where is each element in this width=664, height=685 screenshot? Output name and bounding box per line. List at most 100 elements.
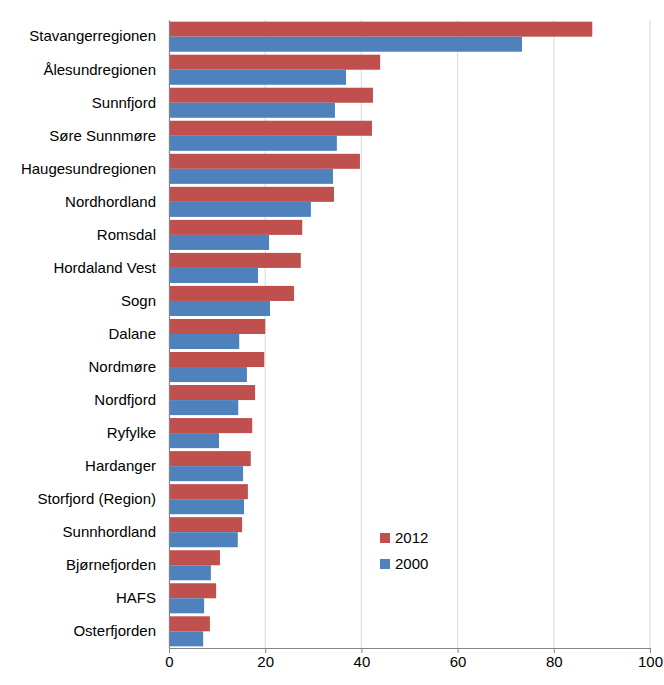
x-tick-label: 40 <box>354 653 371 670</box>
bar <box>169 616 210 631</box>
bar <box>169 88 373 103</box>
bars <box>169 22 592 647</box>
bar <box>169 598 204 613</box>
bar <box>169 136 337 151</box>
y-tick: HAFS <box>116 589 169 606</box>
y-tick-label: Ålesundregionen <box>43 61 156 78</box>
x-tick-label: 60 <box>450 653 467 670</box>
x-tick: 0 <box>165 648 173 670</box>
bar <box>169 583 216 598</box>
bar <box>169 400 238 415</box>
y-tick-label: Storfjord (Region) <box>38 490 156 507</box>
bar <box>169 466 243 481</box>
y-tick-label: Sogn <box>121 292 156 309</box>
y-tick: Sunnfjord <box>92 94 169 111</box>
bar <box>169 22 592 37</box>
grid-line <box>169 20 170 648</box>
bar <box>169 334 239 349</box>
plot: 0 20 40 60 80 100 Stavangerregionen Ålesundregi… <box>21 20 663 670</box>
bar <box>169 631 203 646</box>
grid-line <box>457 20 458 648</box>
y-tick: Sunnhordland <box>63 523 169 540</box>
x-tick: 80 <box>546 648 563 670</box>
y-tick: Dalane <box>108 325 169 342</box>
bar <box>169 451 251 466</box>
bar <box>169 202 311 217</box>
y-tick-label: Bjørnefjorden <box>66 556 156 573</box>
bar-series <box>169 37 522 647</box>
legend-swatch <box>380 559 390 569</box>
y-tick-label: Søre Sunnmøre <box>49 127 156 144</box>
x-tick-label: 100 <box>638 653 663 670</box>
x-axis-line <box>170 648 651 649</box>
legend-swatch <box>380 533 390 543</box>
bar <box>169 550 220 565</box>
bar <box>169 319 265 334</box>
x-tick: 60 <box>450 648 467 670</box>
y-tick: Nordmøre <box>88 358 169 375</box>
grid-line <box>361 20 362 648</box>
legend-label: 2012 <box>395 529 428 546</box>
y-tick-label: Osterfjorden <box>73 622 156 639</box>
bar <box>169 367 247 382</box>
bar <box>169 418 252 433</box>
y-tick: Nordhordland <box>65 193 169 210</box>
y-tick: Ryfylke <box>107 424 169 441</box>
x-axis: 0 20 40 60 80 100 <box>165 648 663 670</box>
bar <box>169 385 255 400</box>
y-tick-label: Hardanger <box>85 457 156 474</box>
y-tick: Romsdal <box>97 226 169 243</box>
y-axis-line <box>169 21 170 649</box>
bar <box>169 532 238 547</box>
y-tick-label: Sunnhordland <box>63 523 156 540</box>
bar <box>169 517 242 532</box>
y-tick-label: Dalane <box>108 325 156 342</box>
y-axis: Stavangerregionen Ålesundregionen Sunnfjor… <box>21 21 170 649</box>
bar <box>169 121 372 136</box>
bar <box>169 433 219 448</box>
y-tick-label: Nordmøre <box>88 358 156 375</box>
y-tick-label: Stavangerregionen <box>29 27 156 44</box>
bar <box>169 253 301 268</box>
bar <box>169 352 264 367</box>
chart: 0 20 40 60 80 100 Stavangerregionen Ålesundregi… <box>0 0 664 685</box>
bar <box>169 70 346 85</box>
y-tick: Hardanger <box>85 457 169 474</box>
y-tick: Osterfjorden <box>73 622 169 639</box>
grid-line <box>553 20 554 648</box>
grid-line <box>650 20 651 648</box>
bar <box>169 154 360 169</box>
bar <box>169 484 248 499</box>
legend-item: 2012 <box>380 529 428 546</box>
bar <box>169 286 294 301</box>
x-tick: 100 <box>638 648 663 670</box>
y-tick-label: Hordaland Vest <box>53 259 156 276</box>
y-tick-label: Romsdal <box>97 226 156 243</box>
bar <box>169 55 380 70</box>
x-tick-label: 0 <box>165 653 173 670</box>
grid <box>169 20 650 648</box>
legend-item: 2000 <box>380 555 428 572</box>
bar <box>169 187 334 202</box>
y-tick-label: Haugesundregionen <box>21 160 156 177</box>
y-tick: Stavangerregionen <box>29 27 169 44</box>
x-tick-label: 80 <box>546 653 563 670</box>
y-tick-label: Nordhordland <box>65 193 156 210</box>
y-tick: Hordaland Vest <box>53 259 169 276</box>
bar <box>169 268 258 283</box>
legend: 2012 2000 <box>380 529 428 572</box>
bar <box>169 565 211 580</box>
bar <box>169 301 270 316</box>
y-tick: Ålesundregionen <box>43 61 169 78</box>
x-tick-label: 20 <box>257 653 274 670</box>
x-tick: 20 <box>257 648 274 670</box>
y-tick: Sogn <box>121 292 169 309</box>
y-tick-label: HAFS <box>116 589 156 606</box>
y-tick-label: Sunnfjord <box>92 94 156 111</box>
y-tick: Storfjord (Region) <box>38 490 169 507</box>
bar <box>169 220 302 235</box>
y-tick: Haugesundregionen <box>21 160 169 177</box>
x-tick: 40 <box>354 648 371 670</box>
y-tick-label: Nordfjord <box>94 391 156 408</box>
bar <box>169 169 333 184</box>
